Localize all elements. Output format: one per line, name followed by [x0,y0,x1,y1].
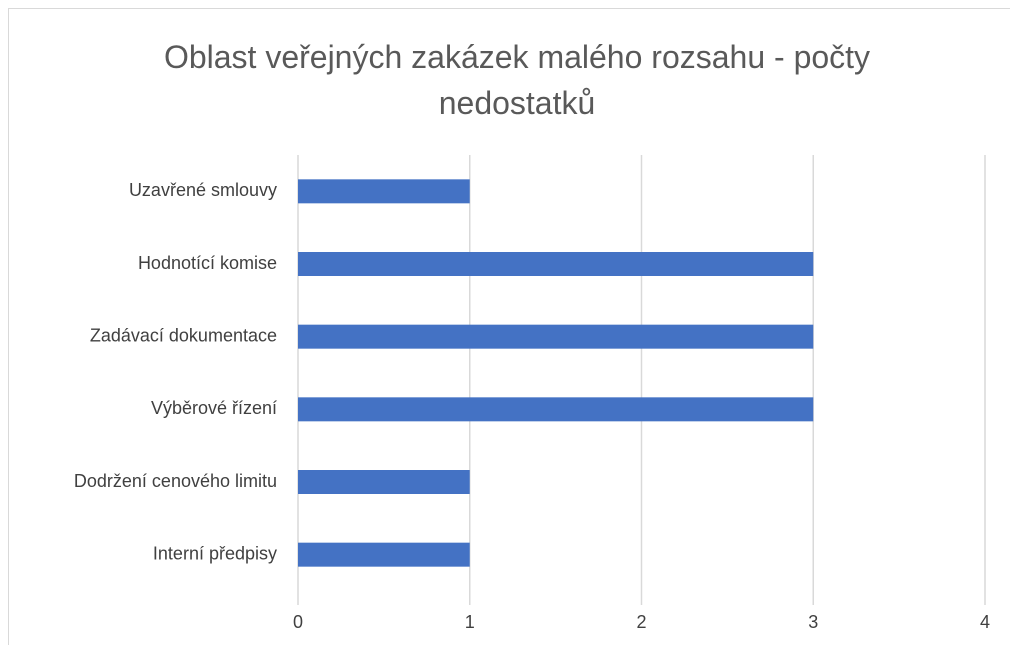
x-tick-label: 2 [636,612,646,632]
bar [298,542,470,567]
bar [298,324,814,349]
y-tick-label: Hodnotící komise [138,253,277,273]
y-tick-label: Dodržení cenového limitu [74,471,277,491]
y-tick-label: Výběrové řízení [151,398,277,418]
x-tick-label: 0 [293,612,303,632]
bar [298,179,470,204]
chart-title: Oblast veřejných zakázek malého rozsahu … [163,39,871,121]
y-tick-label: Interní předpisy [153,543,277,563]
bar [298,397,814,422]
x-tick-label: 3 [808,612,818,632]
y-tick-label: Zadávací dokumentace [90,325,277,345]
x-tick-label: 1 [465,612,475,632]
chart-border [8,8,1010,645]
y-tick-label: Uzavřené smlouvy [129,180,277,200]
x-tick-label: 4 [980,612,990,632]
bar [298,470,470,494]
bar [298,252,814,276]
